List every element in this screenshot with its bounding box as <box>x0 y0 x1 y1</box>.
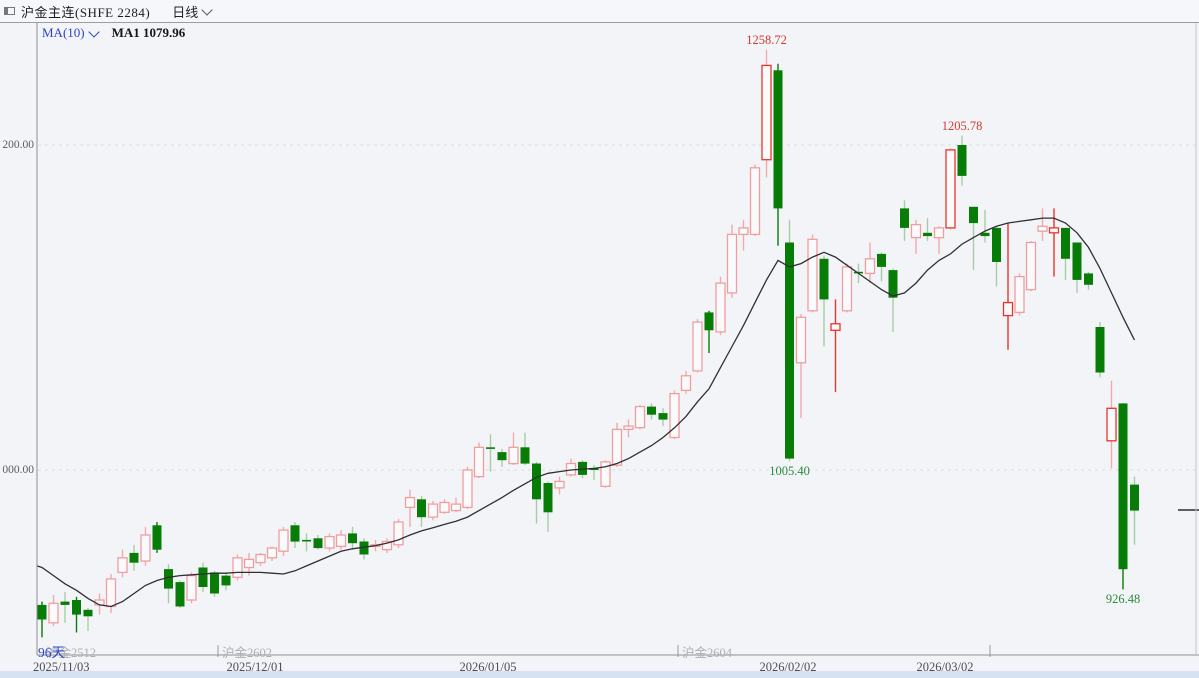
x-axis-date-label: 2026/01/05 <box>459 660 517 674</box>
y-axis-tick-1000: 000.00 <box>2 464 34 476</box>
x-axis-date-label: 2025/12/01 <box>226 660 284 674</box>
contract-label: 沪金2604 <box>682 646 733 660</box>
y-axis-tick-1200: 200.00 <box>2 139 34 151</box>
x-axis-date-label: 2026/02/02 <box>759 660 817 674</box>
price-annotation: 1205.78 <box>941 119 983 133</box>
bottom-status-strip <box>0 671 1199 678</box>
price-annotation: 926.48 <box>1105 592 1141 606</box>
chevron-down-icon <box>87 25 100 38</box>
period-selector-label: 日线 <box>172 4 199 20</box>
ma-selector-label: MA(10) <box>42 25 85 40</box>
ma1-value-readout: MA1 1079.96 <box>111 25 186 40</box>
price-annotation: 1005.40 <box>769 464 810 478</box>
instrument-title: 沪金主连(SHFE 2284) <box>21 4 151 20</box>
title-bar: 沪金主连(SHFE 2284) 日线 <box>0 0 1199 23</box>
period-selector[interactable]: 日线 <box>172 2 213 21</box>
x-axis-date-label: 2026/03/02 <box>916 660 974 674</box>
ma-indicator-selector[interactable]: MA(10) <box>42 25 100 41</box>
price-annotation: 1258.72 <box>746 33 787 47</box>
contract-label: 沪金2512 <box>46 646 97 660</box>
window-pane-icon[interactable] <box>4 7 15 15</box>
contract-label: 沪金2602 <box>222 646 273 660</box>
indicator-legend: MA(10) MA1 1079.96 <box>42 24 185 42</box>
x-axis-date-label: 2025/11/03 <box>33 660 90 674</box>
visible-days-label: 96天 <box>38 645 65 660</box>
